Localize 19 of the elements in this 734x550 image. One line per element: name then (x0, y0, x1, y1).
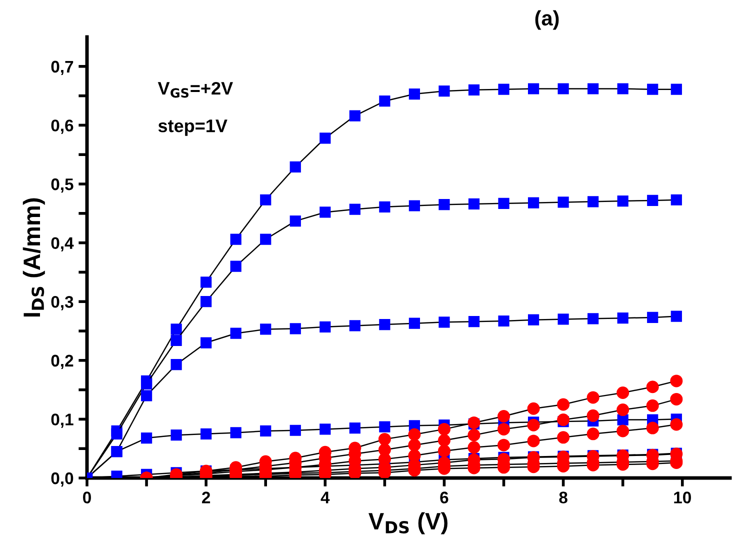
y-tick-label: 0,6 (51, 120, 74, 134)
x-tick-label: 10 (674, 492, 691, 504)
y-tick-label: 0,7 (51, 60, 74, 76)
y-tick-label: 0,4 (51, 237, 74, 252)
x-tick-label: 6 (440, 492, 448, 504)
y-tick-label: 0,2 (51, 354, 74, 370)
y-axis-title: I$_{DS}$ (A/mm) (22, 198, 45, 316)
x-tick-label: 8 (559, 492, 568, 504)
x-tick-label: 4 (320, 492, 330, 504)
y-tick-label: 0,0 (51, 472, 74, 487)
x-tick-label: 0 (83, 492, 91, 504)
y-tick-label: 0,5 (51, 178, 74, 193)
chart-title: (a) (535, 10, 559, 30)
x-axis-title: V$_{DS}$ (V) (368, 512, 448, 534)
annotation: step=1V (158, 120, 228, 136)
annotation: V$_{GS}$=+2V (158, 82, 233, 98)
y-tick-label: 0,1 (51, 414, 74, 428)
y-tick-label: 0,3 (51, 296, 74, 310)
x-tick-label: 2 (202, 492, 210, 504)
